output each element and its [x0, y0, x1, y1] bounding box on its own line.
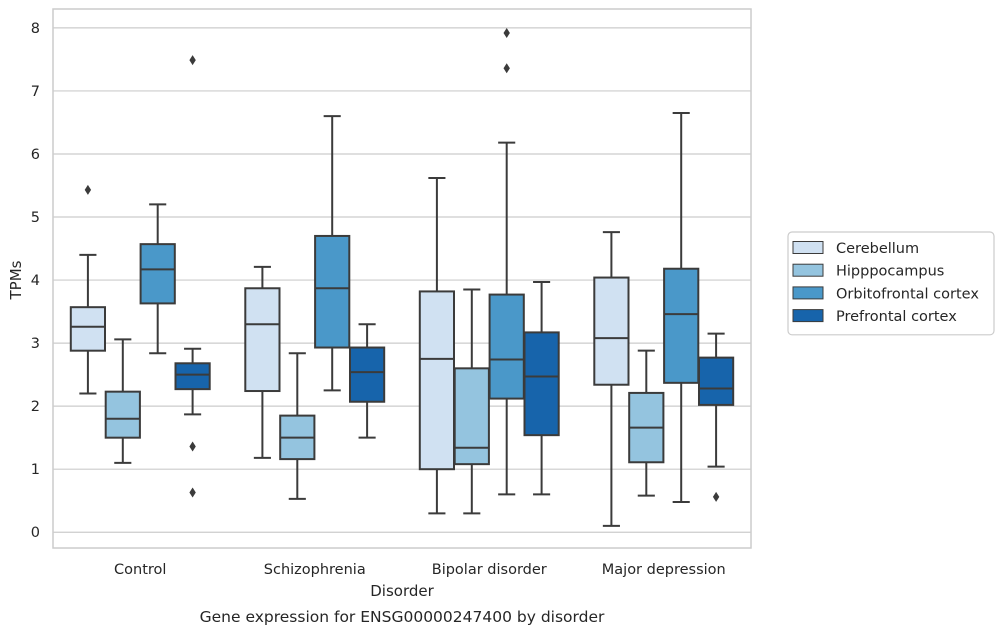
legend-swatch: [792, 309, 824, 323]
box-body: [418, 290, 456, 471]
legend-label: Orbitofrontal cortex: [836, 286, 979, 302]
x-tick-label: Control: [114, 562, 166, 578]
box: [663, 112, 700, 503]
box: [174, 55, 211, 498]
box: [628, 349, 665, 497]
axes-layer: 0 1 2 3 4 5 6 7 8 Control Schizophrenia Bipolar dis…: [31, 8, 752, 578]
box: [104, 338, 141, 464]
box-body: [593, 276, 630, 386]
box: [488, 27, 525, 496]
y-axis-label: TPMs: [7, 260, 25, 300]
legend-swatch: [792, 263, 824, 277]
y-tick-label: 5: [31, 210, 40, 226]
x-axis-label: Disorder: [370, 582, 434, 600]
box-body: [348, 346, 386, 403]
outlier-point: [189, 55, 196, 66]
axes-frame: [52, 8, 752, 549]
outlier-point: [712, 491, 720, 502]
box: [523, 280, 560, 496]
y-tick-label: 0: [31, 525, 40, 541]
box: [69, 184, 107, 395]
box-body: [697, 356, 735, 406]
box: [418, 176, 456, 515]
y-tick-label: 3: [31, 336, 40, 352]
legend-label: Cerebellum: [836, 241, 919, 257]
box: [314, 115, 351, 392]
outlier-point: [503, 27, 510, 38]
legend-frame: [787, 231, 995, 336]
x-tick-label: Schizophrenia: [264, 562, 366, 578]
outlier-point: [84, 184, 92, 195]
box: [593, 231, 630, 527]
legend-label: Hipppocampus: [836, 264, 944, 280]
legend-label: Prefrontal cortex: [836, 309, 957, 325]
box: [453, 288, 490, 515]
box: [244, 265, 281, 459]
outlier-point: [189, 487, 196, 498]
y-tick-label: 1: [31, 462, 40, 478]
box: [697, 332, 735, 502]
box-body: [523, 331, 560, 437]
figure-caption: Gene expression for ENSG00000247400 by d…: [200, 608, 605, 626]
x-tick-label: Bipolar disorder: [432, 562, 547, 578]
box-body: [69, 306, 107, 352]
box-body: [314, 234, 351, 349]
y-tick-label: 2: [31, 399, 40, 415]
outlier-point: [503, 63, 510, 74]
box: [348, 323, 386, 439]
box-body: [488, 293, 525, 400]
x-tick-label: Major depression: [602, 562, 726, 578]
box-body: [663, 267, 700, 384]
y-tick-label: 4: [31, 273, 40, 289]
y-tick-label: 6: [31, 147, 40, 163]
y-tick-label: 8: [31, 21, 40, 37]
box-body: [453, 367, 490, 466]
box-body: [174, 362, 211, 391]
box-body: [104, 390, 141, 439]
boxes-layer: [69, 27, 735, 527]
y-tick-label: 7: [31, 84, 40, 100]
legend: Cerebellum Hipppocampus Orbitofrontal cort…: [787, 231, 995, 336]
box: [279, 352, 316, 500]
box: [139, 203, 176, 355]
outlier-point: [189, 441, 196, 452]
box-body: [139, 243, 176, 305]
legend-swatch: [792, 286, 824, 300]
box-body: [244, 287, 281, 393]
legend-swatch: [792, 241, 824, 254]
